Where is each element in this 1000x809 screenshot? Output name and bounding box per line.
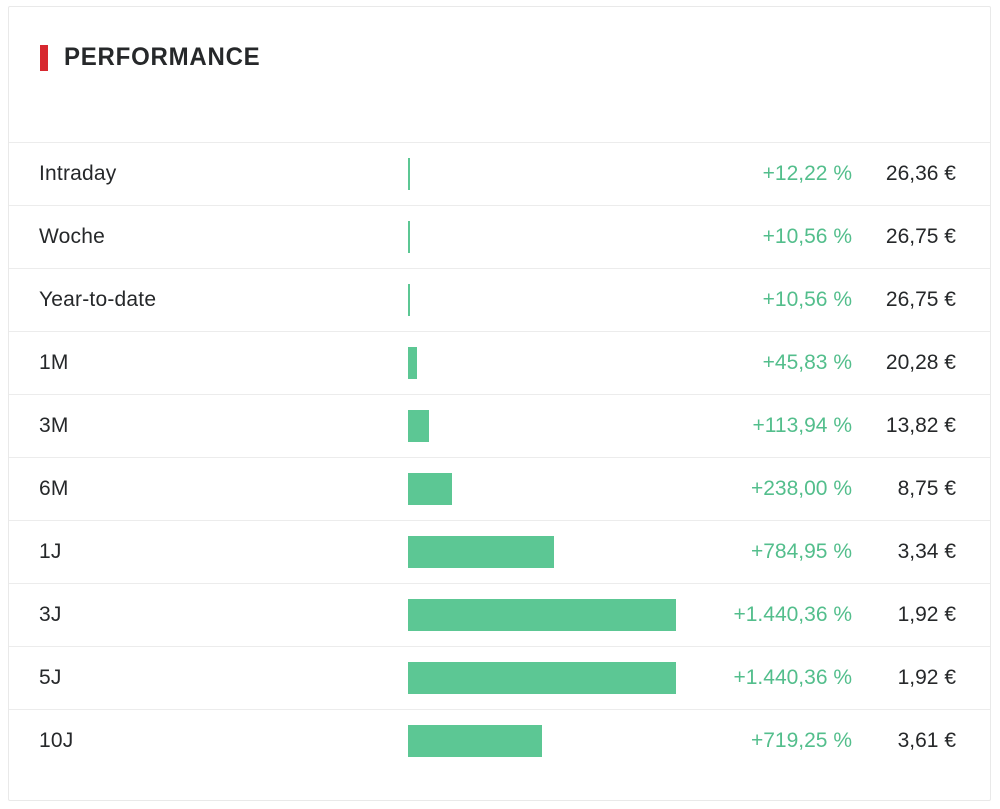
performance-bar xyxy=(408,347,417,379)
performance-bar xyxy=(408,284,410,316)
bar-zone xyxy=(408,332,686,394)
performance-row: Year-to-date +10,56 % 26,75 € xyxy=(9,268,990,331)
bar-zone xyxy=(408,206,686,268)
period-label: 3J xyxy=(39,603,62,626)
panel-header: PERFORMANCE xyxy=(9,7,990,72)
performance-bar xyxy=(408,662,676,694)
percent-value: +1.440,36 % xyxy=(733,666,852,689)
price-value: 3,34 € xyxy=(897,540,956,563)
period-label: 6M xyxy=(39,477,69,500)
price-value: 26,75 € xyxy=(885,225,956,248)
performance-bar xyxy=(408,158,410,190)
percent-value: +113,94 % xyxy=(752,414,852,437)
price-value: 13,82 € xyxy=(885,414,956,437)
percent-value: +12,22 % xyxy=(762,162,852,185)
performance-bar xyxy=(408,221,410,253)
percent-value: +1.440,36 % xyxy=(733,603,852,626)
period-label: 3M xyxy=(39,414,69,437)
performance-panel: PERFORMANCE Intraday +12,22 % 26,36 € Wo… xyxy=(8,6,991,801)
percent-value: +45,83 % xyxy=(762,351,852,374)
performance-bar xyxy=(408,725,542,757)
bar-zone xyxy=(408,395,686,457)
performance-row: 1J +784,95 % 3,34 € xyxy=(9,520,990,583)
bar-zone xyxy=(408,458,686,520)
performance-row: 3M +113,94 % 13,82 € xyxy=(9,394,990,457)
period-label: 1M xyxy=(39,351,69,374)
price-value: 26,75 € xyxy=(885,288,956,311)
percent-value: +238,00 % xyxy=(750,477,852,500)
percent-value: +719,25 % xyxy=(750,729,852,752)
performance-bar xyxy=(408,473,452,505)
bar-zone xyxy=(408,647,686,709)
percent-value: +10,56 % xyxy=(762,288,852,311)
period-label: 10J xyxy=(39,729,74,752)
red-accent-icon xyxy=(40,44,48,71)
performance-row: Woche +10,56 % 26,75 € xyxy=(9,205,990,268)
performance-row: 1M +45,83 % 20,28 € xyxy=(9,331,990,394)
price-value: 26,36 € xyxy=(885,162,956,185)
bar-zone xyxy=(408,584,686,646)
bar-zone xyxy=(408,143,686,205)
bar-zone xyxy=(408,521,686,583)
period-label: 5J xyxy=(39,666,62,689)
performance-table: Intraday +12,22 % 26,36 € Woche +10,56 %… xyxy=(9,142,990,772)
period-label: Intraday xyxy=(39,162,117,185)
performance-bar xyxy=(408,599,676,631)
bar-zone xyxy=(408,269,686,331)
price-value: 1,92 € xyxy=(897,666,956,689)
panel-title: PERFORMANCE xyxy=(64,43,261,71)
price-value: 1,92 € xyxy=(897,603,956,626)
performance-bar xyxy=(408,536,554,568)
performance-row: Intraday +12,22 % 26,36 € xyxy=(9,142,990,205)
price-value: 8,75 € xyxy=(897,477,956,500)
bar-zone xyxy=(408,710,686,772)
performance-bar xyxy=(408,410,429,442)
period-label: Year-to-date xyxy=(39,288,157,311)
performance-row: 3J +1.440,36 % 1,92 € xyxy=(9,583,990,646)
period-label: Woche xyxy=(39,225,105,248)
percent-value: +10,56 % xyxy=(762,225,852,248)
performance-row: 6M +238,00 % 8,75 € xyxy=(9,457,990,520)
performance-row: 5J +1.440,36 % 1,92 € xyxy=(9,646,990,709)
price-value: 20,28 € xyxy=(885,351,956,374)
percent-value: +784,95 % xyxy=(750,540,852,563)
performance-row: 10J +719,25 % 3,61 € xyxy=(9,709,990,772)
period-label: 1J xyxy=(39,540,62,563)
price-value: 3,61 € xyxy=(897,729,956,752)
